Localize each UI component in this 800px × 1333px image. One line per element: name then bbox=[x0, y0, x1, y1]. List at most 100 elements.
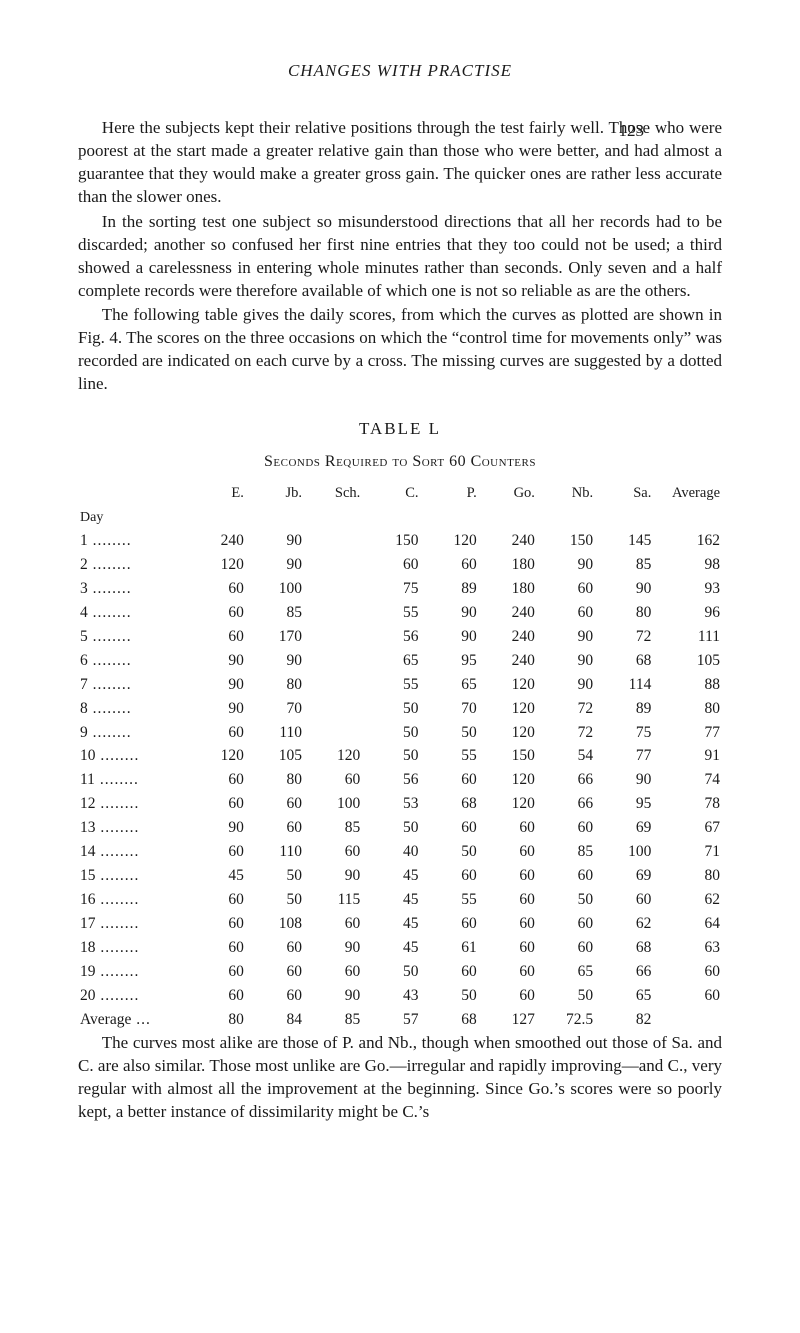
data-table: E.Jb.Sch.C.P.Go.Nb.Sa.Average Day 1 ....… bbox=[78, 483, 722, 1032]
table-caption: TABLE L bbox=[78, 418, 722, 441]
table-cell: 65 bbox=[537, 960, 595, 984]
table-cell: 69 bbox=[595, 817, 653, 841]
table-row: 2 ........120906060180908598 bbox=[78, 554, 722, 578]
table-cell: 60 bbox=[188, 721, 246, 745]
table-cell: 105 bbox=[246, 745, 304, 769]
table-cell: 95 bbox=[420, 649, 478, 673]
table-row: 13 ........906085506060606967 bbox=[78, 817, 722, 841]
table-cell: 60 bbox=[537, 578, 595, 602]
table-cell: 70 bbox=[420, 697, 478, 721]
table-cell: 60 bbox=[537, 912, 595, 936]
table-cell: 60 bbox=[537, 865, 595, 889]
table-cell: 60 bbox=[362, 554, 420, 578]
table-cell: 60 bbox=[537, 817, 595, 841]
table-column-header: Nb. bbox=[537, 483, 595, 506]
table-cell: 50 bbox=[537, 889, 595, 913]
table-cell: 60 bbox=[246, 960, 304, 984]
table-cell: 96 bbox=[653, 601, 722, 625]
table-cell: 60 bbox=[188, 769, 246, 793]
table-row: 9 ........601105050120727577 bbox=[78, 721, 722, 745]
table-cell: 60 bbox=[188, 936, 246, 960]
table-column-header: E. bbox=[188, 483, 246, 506]
table-cell: 90 bbox=[304, 984, 362, 1008]
table-cell: 50 bbox=[537, 984, 595, 1008]
table-cell: 60 bbox=[479, 960, 537, 984]
table-cell: 120 bbox=[479, 721, 537, 745]
table-cell: 162 bbox=[653, 530, 722, 554]
row-label: 8 ........ bbox=[78, 697, 188, 721]
table-cell bbox=[304, 649, 362, 673]
table-cell: 100 bbox=[304, 793, 362, 817]
table-cell bbox=[304, 554, 362, 578]
table-cell: 100 bbox=[595, 841, 653, 865]
table-cell: 90 bbox=[246, 649, 304, 673]
table-cell: 61 bbox=[420, 936, 478, 960]
table-cell: 60 bbox=[537, 601, 595, 625]
table-cell: 114 bbox=[595, 673, 653, 697]
table-cell: 90 bbox=[188, 673, 246, 697]
table-cell: 150 bbox=[479, 745, 537, 769]
table-row: 4 ........60855590240608096 bbox=[78, 601, 722, 625]
table-subcaption: Seconds Required to Sort 60 Counters bbox=[78, 451, 722, 473]
table-cell: 60 bbox=[304, 960, 362, 984]
table-cell: 90 bbox=[595, 769, 653, 793]
table-cell: 90 bbox=[537, 625, 595, 649]
table-cell: 77 bbox=[653, 721, 722, 745]
table-cell: 55 bbox=[420, 745, 478, 769]
table-cell: 127 bbox=[479, 1008, 537, 1032]
table-cell: 85 bbox=[537, 841, 595, 865]
table-cell: 55 bbox=[420, 889, 478, 913]
table-row: 18 ........606090456160606863 bbox=[78, 936, 722, 960]
table-cell bbox=[304, 625, 362, 649]
row-label: 17 ........ bbox=[78, 912, 188, 936]
table-cell: 90 bbox=[420, 601, 478, 625]
table-cell: 240 bbox=[479, 625, 537, 649]
table-cell: 90 bbox=[537, 649, 595, 673]
table-cell: 60 bbox=[304, 769, 362, 793]
row-label: 18 ........ bbox=[78, 936, 188, 960]
table-cell: 75 bbox=[362, 578, 420, 602]
table-cell: 120 bbox=[304, 745, 362, 769]
table-cell: 65 bbox=[420, 673, 478, 697]
table-cell: 45 bbox=[362, 912, 420, 936]
table-cell: 63 bbox=[653, 936, 722, 960]
table-cell: 62 bbox=[653, 889, 722, 913]
table-cell: 80 bbox=[653, 865, 722, 889]
table-cell: 84 bbox=[246, 1008, 304, 1032]
table-row: 12 ........60601005368120669578 bbox=[78, 793, 722, 817]
table-cell: 105 bbox=[653, 649, 722, 673]
table-cell: 74 bbox=[653, 769, 722, 793]
table-cell: 80 bbox=[246, 769, 304, 793]
table-row: Average ...808485576812772.582 bbox=[78, 1008, 722, 1032]
table-cell bbox=[304, 721, 362, 745]
table-cell: 100 bbox=[246, 578, 304, 602]
table-cell: 89 bbox=[420, 578, 478, 602]
table-row: 7 ........908055651209011488 bbox=[78, 673, 722, 697]
table-cell: 60 bbox=[420, 912, 478, 936]
table-cell: 60 bbox=[304, 841, 362, 865]
table-cell: 90 bbox=[304, 865, 362, 889]
table-row: 3 ........601007589180609093 bbox=[78, 578, 722, 602]
table-cell: 55 bbox=[362, 673, 420, 697]
table-row: 6 ........909065952409068105 bbox=[78, 649, 722, 673]
table-cell bbox=[304, 697, 362, 721]
table-cell: 60 bbox=[420, 865, 478, 889]
table-cell: 90 bbox=[188, 649, 246, 673]
table-cell: 240 bbox=[479, 649, 537, 673]
table-cell: 90 bbox=[246, 554, 304, 578]
table-cell bbox=[304, 601, 362, 625]
table-cell: 60 bbox=[537, 936, 595, 960]
table-cell: 60 bbox=[595, 889, 653, 913]
table-row: 8 ........90705070120728980 bbox=[78, 697, 722, 721]
table-cell: 110 bbox=[246, 841, 304, 865]
table-cell: 60 bbox=[479, 865, 537, 889]
row-label: 12 ........ bbox=[78, 793, 188, 817]
row-label: 4 ........ bbox=[78, 601, 188, 625]
table-cell bbox=[304, 578, 362, 602]
row-label: 2 ........ bbox=[78, 554, 188, 578]
table-cell: 82 bbox=[595, 1008, 653, 1032]
table-cell: 60 bbox=[653, 984, 722, 1008]
table-cell: 60 bbox=[188, 841, 246, 865]
table-cell: 85 bbox=[246, 601, 304, 625]
table-cell: 57 bbox=[362, 1008, 420, 1032]
